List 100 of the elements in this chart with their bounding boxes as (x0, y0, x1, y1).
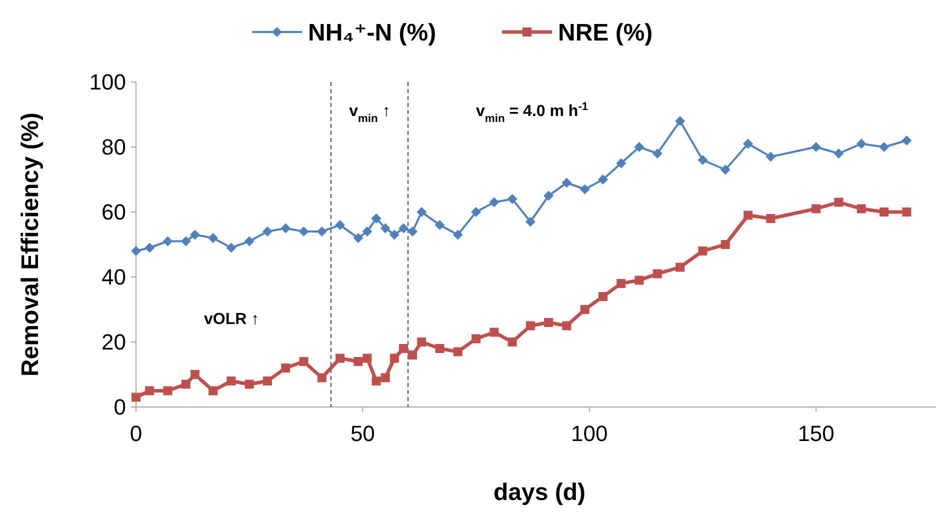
point (880, 208, 889, 216)
point (380, 223, 390, 234)
point (616, 158, 626, 168)
point (362, 226, 372, 236)
point (675, 116, 686, 126)
y-tick-label: 100 (89, 70, 126, 95)
point (652, 269, 662, 278)
legend-label: NH₄⁺-N (%) (308, 19, 436, 46)
point (362, 354, 372, 363)
point (372, 376, 381, 386)
point (856, 138, 866, 149)
x-axis-title: days (d) (493, 479, 586, 506)
point (262, 376, 272, 386)
y-tick-label: 80 (102, 134, 126, 160)
point (526, 321, 535, 330)
point (181, 380, 190, 389)
point (408, 350, 418, 360)
point (299, 357, 308, 366)
point (453, 347, 462, 356)
point (508, 338, 517, 346)
point (353, 233, 364, 243)
point (834, 198, 844, 207)
point (472, 334, 481, 344)
annotation: v$_{min}$ ↑ (349, 103, 390, 125)
point (676, 262, 685, 272)
point (380, 373, 390, 382)
point (131, 246, 141, 256)
point (544, 190, 554, 201)
point (144, 242, 155, 253)
point (489, 197, 500, 208)
y-tick-label: 60 (102, 200, 126, 225)
point (435, 344, 444, 353)
x-tick-label: 100 (571, 421, 608, 446)
point (145, 386, 154, 396)
point (389, 230, 400, 240)
point (471, 207, 482, 217)
point (190, 370, 200, 379)
point (417, 338, 426, 346)
point (811, 142, 822, 152)
point (856, 204, 866, 214)
point (190, 230, 200, 240)
point (408, 226, 418, 236)
x-tick-label: 0 (130, 421, 142, 446)
point (390, 354, 399, 363)
point (452, 230, 463, 240)
point (766, 214, 776, 223)
point (634, 142, 644, 152)
point (490, 328, 499, 337)
point (226, 376, 236, 386)
y-tick-label: 0 (114, 394, 126, 420)
point (298, 226, 309, 236)
point (598, 292, 608, 301)
point (720, 240, 730, 249)
point (244, 380, 254, 389)
point (371, 214, 382, 224)
point (398, 223, 408, 234)
point (132, 392, 140, 402)
point (180, 236, 191, 246)
point (316, 226, 327, 236)
point (720, 164, 730, 175)
point (616, 279, 626, 288)
point (244, 236, 254, 246)
point (162, 236, 173, 246)
point (580, 184, 590, 194)
point (525, 216, 536, 227)
point (744, 210, 753, 220)
point (698, 246, 708, 256)
point (507, 194, 518, 204)
x-tick-label: 50 (350, 421, 375, 446)
point (416, 207, 427, 217)
point (208, 233, 218, 243)
point (902, 208, 912, 216)
point (766, 152, 776, 162)
y-axis-title: Removal Efficiency (%) (17, 112, 44, 377)
point (317, 373, 326, 382)
point (812, 204, 821, 214)
annotation: v$_{min}$ = 4.0 m h$^{-1}$ (476, 101, 588, 125)
point (562, 178, 572, 188)
point (634, 276, 644, 285)
x-tick-label: 150 (798, 421, 834, 446)
point (398, 344, 408, 353)
point (698, 155, 708, 165)
point (562, 321, 572, 330)
point (879, 142, 890, 152)
y-tick-label: 40 (102, 264, 126, 290)
point (281, 364, 290, 372)
point (902, 136, 912, 146)
y-tick-label: 20 (102, 330, 126, 355)
point (336, 354, 345, 363)
point (434, 220, 445, 230)
point (335, 220, 346, 230)
point (262, 226, 272, 236)
point (598, 174, 608, 184)
annotation: vOLR ↑ (204, 311, 260, 328)
point (652, 148, 662, 158)
point (580, 305, 590, 314)
point (208, 386, 218, 396)
legend-label: NRE (%) (558, 19, 653, 46)
point (544, 318, 554, 327)
point (163, 386, 172, 396)
